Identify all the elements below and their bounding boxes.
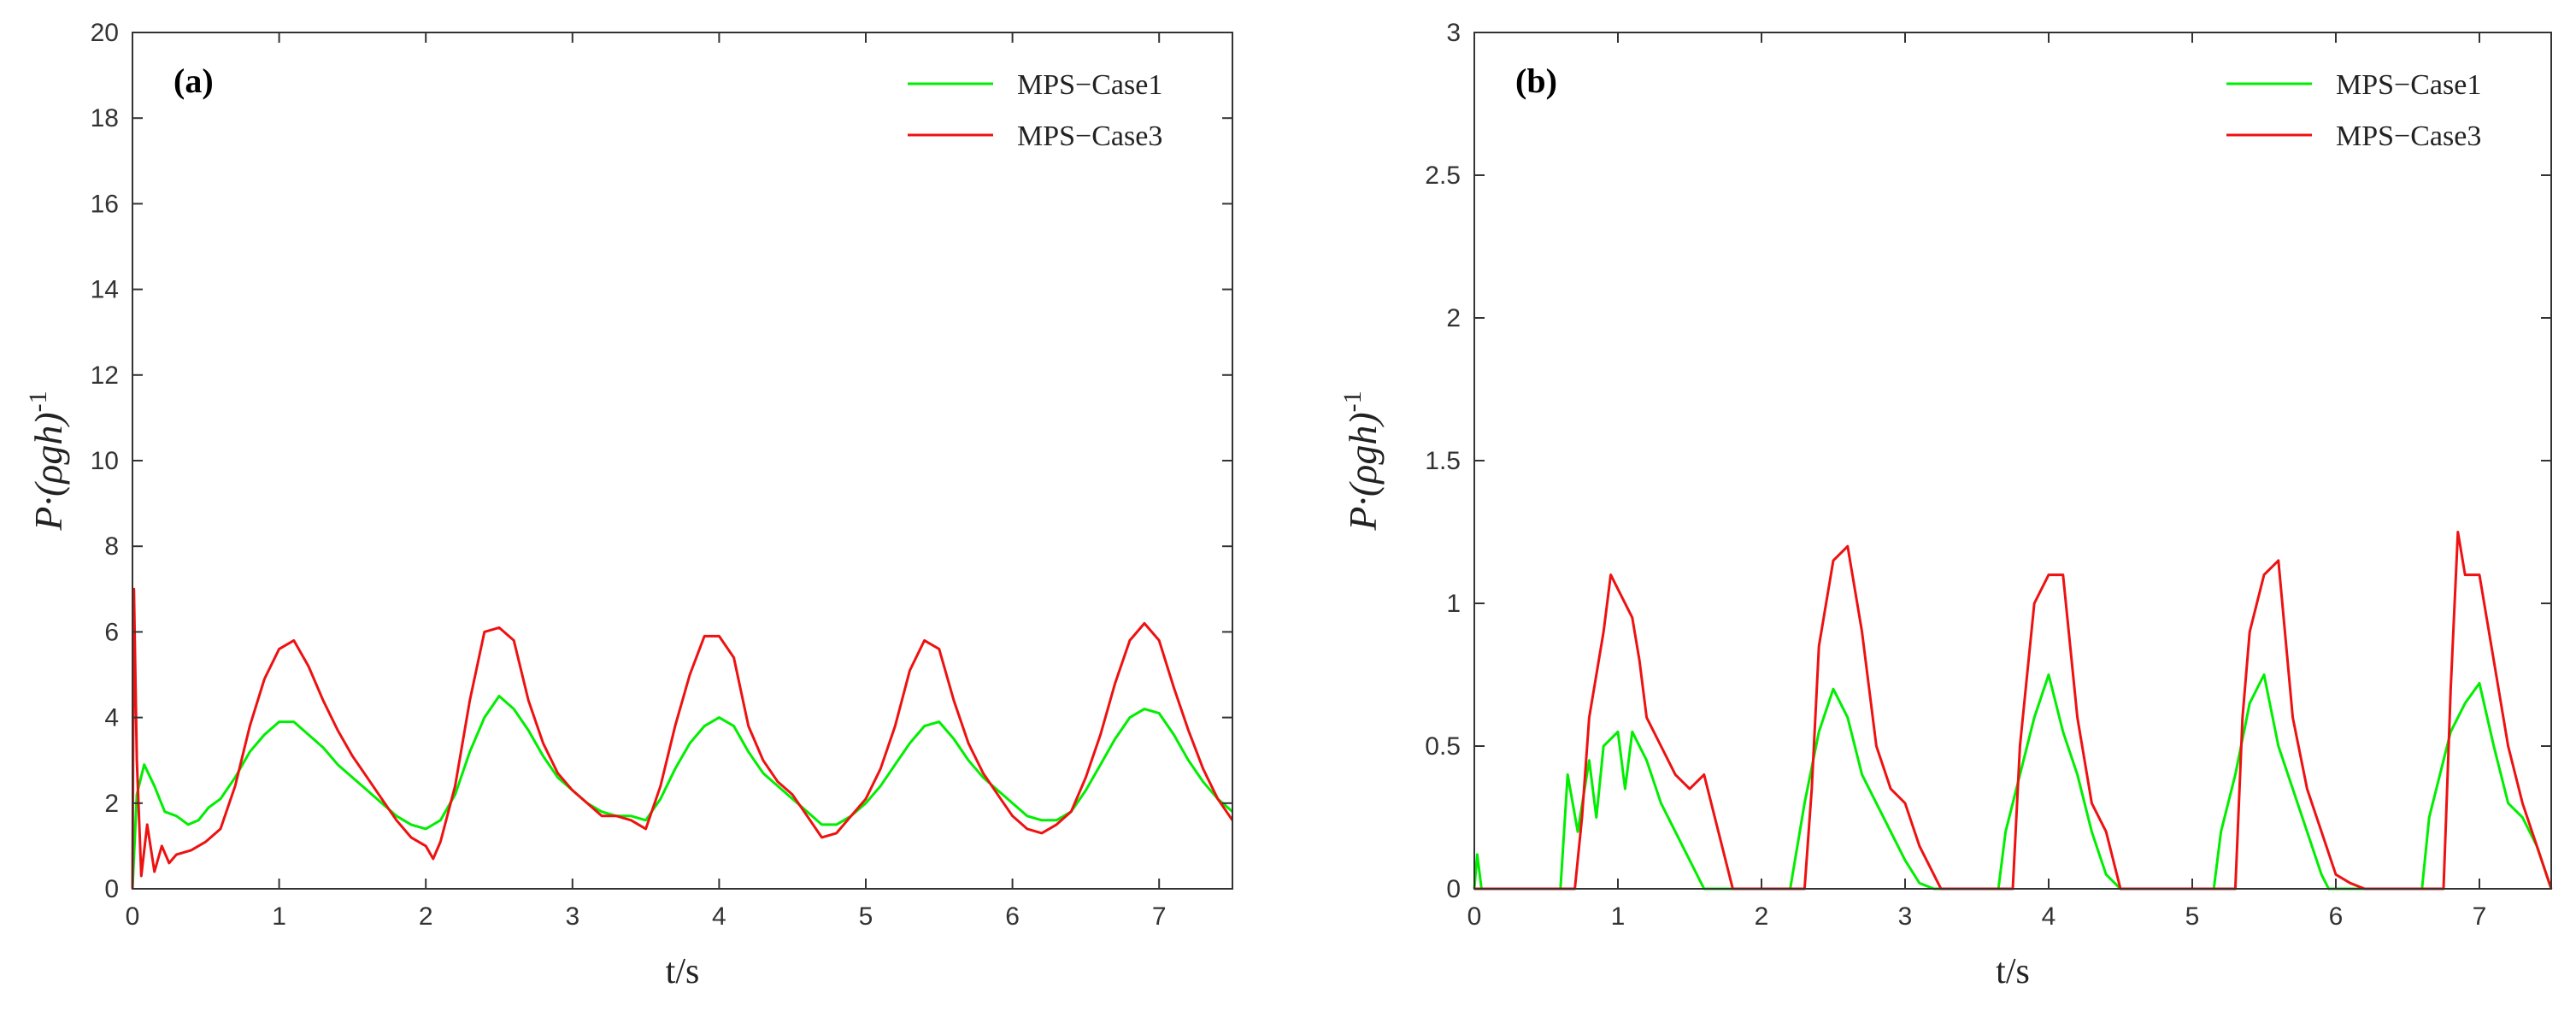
y-tick-label: 1 [1446, 590, 1461, 618]
y-tick-label: 20 [91, 19, 119, 47]
panel-label: (b) [1515, 62, 1557, 100]
panel-b: 0 1 2 3 4 5 6 7 0 0.5 1 1.5 2 2.5 3 t/s P·(ρgh)-1 (b) MPS−… [1338, 19, 2553, 991]
x-tick-label: 7 [1152, 902, 1167, 931]
series-line-1 [1473, 673, 2553, 891]
y-tick-label: 12 [91, 361, 119, 390]
y-tick-label: 3 [1446, 19, 1461, 47]
x-tick-label: 5 [859, 902, 873, 931]
y-tick-label: 2.5 [1425, 162, 1461, 190]
y-axis-label-main: P·(ρgh) [26, 412, 70, 531]
legend-label-1: MPS−Case1 [2336, 69, 2481, 101]
x-tick-label: 6 [1005, 902, 1020, 931]
x-tick-label: 7 [2473, 902, 2487, 931]
legend: MPS−Case1 MPS−Case3 [2226, 69, 2481, 152]
y-tick-label: 2 [104, 790, 119, 818]
x-tick-label: 4 [2042, 902, 2056, 931]
x-tick-label: 3 [565, 902, 579, 931]
y-axis-label: P·(ρgh)-1 [24, 391, 70, 531]
y-tick-label: 0 [104, 875, 119, 903]
x-tick-label: 3 [1898, 902, 1913, 931]
axes-frame [1473, 32, 2552, 890]
y-tick-label: 16 [91, 190, 119, 218]
x-tick-label: 5 [2185, 902, 2200, 931]
y-tick-label: 14 [91, 276, 119, 304]
y-axis-label: P·(ρgh)-1 [1338, 391, 1385, 531]
legend-label-2: MPS−Case3 [2336, 120, 2481, 152]
x-tick-label: 1 [1611, 902, 1626, 931]
legend-label-1: MPS−Case1 [1017, 69, 1162, 101]
y-tick-label: 8 [104, 532, 119, 561]
series-lines [131, 587, 1234, 890]
x-tick-label: 0 [1467, 902, 1482, 931]
y-tick-label: 4 [104, 704, 119, 732]
series-lines [1473, 531, 2553, 891]
series-line-1 [131, 695, 1233, 890]
legend-label-2: MPS−Case3 [1017, 120, 1162, 152]
axes-frame [132, 32, 1233, 890]
panel-label: (a) [173, 62, 214, 100]
y-tick-label: 2 [1446, 304, 1461, 332]
y-tick-label: 1.5 [1425, 447, 1461, 475]
y-axis-label-sup: -1 [1338, 391, 1367, 412]
y-tick-label: 0 [1446, 875, 1461, 903]
x-axis-label: t/s [1996, 952, 2030, 991]
panel-a: 0 1 2 3 4 5 6 702468101214161820t/sP·(ρgh)-1(a)… [24, 19, 1234, 991]
x-tick-label: 4 [712, 902, 726, 931]
y-axis-label-sup: -1 [24, 391, 52, 412]
y-tick-label: 6 [104, 618, 119, 646]
y-axis-label-main: P·(ρgh) [1341, 412, 1385, 531]
x-tick-label: 2 [419, 902, 433, 931]
legend: MPS−Case1 MPS−Case3 [908, 69, 1162, 152]
x-tick-label: 1 [272, 902, 286, 931]
y-tick-label: 10 [91, 447, 119, 475]
y-tick-label: 18 [91, 104, 119, 132]
series-line-2 [131, 587, 1234, 890]
x-tick-label: 2 [1755, 902, 1769, 931]
x-tick-label: 6 [2329, 902, 2344, 931]
x-tick-label: 0 [126, 902, 140, 931]
x-axis-label: t/s [666, 952, 700, 991]
y-tick-label: 0.5 [1425, 732, 1461, 761]
series-line-2 [1474, 531, 2553, 891]
